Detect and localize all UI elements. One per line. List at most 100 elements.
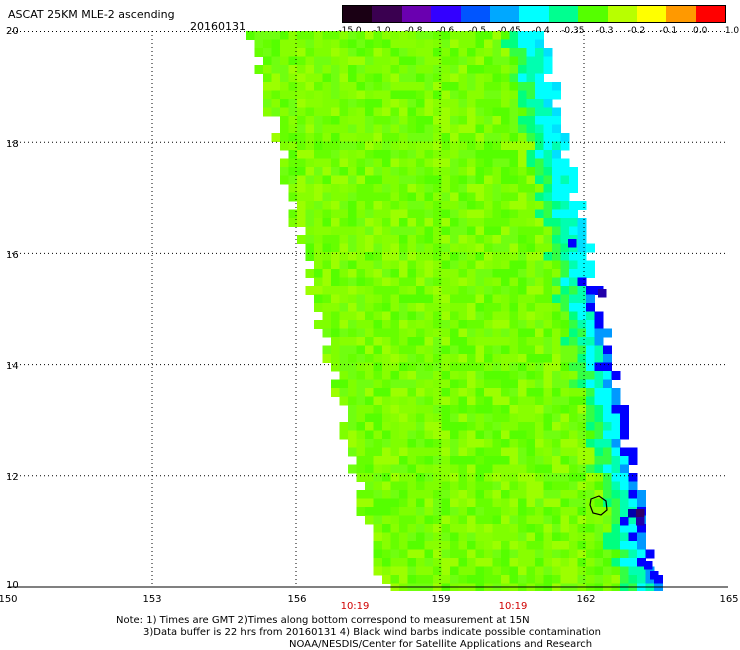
swath-cell xyxy=(467,337,476,346)
swath-cell xyxy=(509,388,519,397)
colorbar-segment xyxy=(372,6,402,22)
swath-cell xyxy=(475,260,485,270)
swath-cell xyxy=(526,235,536,244)
swath-cell xyxy=(543,175,553,185)
swath-cell xyxy=(518,303,527,312)
swath-cell xyxy=(484,490,493,499)
swath-cell xyxy=(348,371,357,380)
swath-cell xyxy=(586,575,595,584)
swath-cell xyxy=(348,116,357,125)
swath-cell xyxy=(535,549,544,559)
swath-cell xyxy=(382,73,391,83)
swath-cell xyxy=(271,73,281,83)
swath-cell xyxy=(390,507,400,516)
swath-cell xyxy=(518,141,527,151)
swath-cell xyxy=(339,39,349,49)
swath-cell xyxy=(424,507,434,516)
swath-cell xyxy=(433,371,442,380)
swath-cell xyxy=(399,158,408,168)
swath-cell xyxy=(416,31,425,40)
swath-cell xyxy=(424,549,434,559)
swath-cell xyxy=(433,498,442,508)
swath-cell xyxy=(611,549,621,559)
swath-cell xyxy=(535,558,544,567)
swath-cell xyxy=(526,201,536,210)
swath-cell xyxy=(339,371,349,380)
swath-cell xyxy=(509,498,519,508)
swath-cell xyxy=(390,388,400,397)
swath-cell xyxy=(586,405,595,414)
swath-cell xyxy=(611,507,621,516)
swath-cell xyxy=(526,345,536,355)
swath-cell xyxy=(526,464,536,474)
swath-cell xyxy=(331,192,340,202)
swath-cell xyxy=(331,107,340,117)
swath-cell xyxy=(526,82,536,91)
swath-cell xyxy=(484,464,493,474)
swath-cell xyxy=(509,345,519,355)
swath-cell xyxy=(569,396,578,406)
swath-cell xyxy=(458,515,468,525)
swath-cell xyxy=(577,405,587,414)
swath-cell xyxy=(390,405,400,414)
swath-cell xyxy=(628,558,638,567)
swath-cell xyxy=(331,209,340,219)
swath-cell xyxy=(416,99,425,108)
swath-cell xyxy=(373,481,383,491)
swath-cell xyxy=(339,31,349,40)
swath-cell xyxy=(399,99,408,108)
contamination-contour xyxy=(589,495,608,516)
swath-cell xyxy=(382,345,391,355)
swath-cell xyxy=(458,490,468,499)
swath-cell xyxy=(526,413,536,423)
swath-cell xyxy=(433,294,442,304)
swath-cell xyxy=(331,294,340,304)
swath-cell xyxy=(365,184,374,193)
swath-cell xyxy=(365,141,374,151)
swath-cell xyxy=(365,260,374,270)
swath-cell xyxy=(509,303,519,312)
swath-cell xyxy=(407,277,417,287)
swath-cell xyxy=(441,243,451,253)
swath-cell xyxy=(535,277,544,287)
swath-cell xyxy=(382,575,391,584)
swath-cell xyxy=(339,277,349,287)
swath-cell xyxy=(577,524,587,533)
swath-cell xyxy=(484,303,493,312)
swath-cell xyxy=(484,39,493,49)
swath-cell xyxy=(322,150,332,159)
swath-cell xyxy=(543,405,553,414)
swath-cell xyxy=(356,311,366,321)
swath-cell xyxy=(382,456,391,465)
swath-cell xyxy=(560,226,570,236)
swath-cell xyxy=(331,388,340,397)
swath-cell xyxy=(339,337,349,346)
swath-cell xyxy=(390,133,400,142)
swath-cell xyxy=(526,277,536,287)
swath-cell xyxy=(475,141,485,151)
swath-cell xyxy=(441,337,451,346)
swath-cell xyxy=(569,558,578,567)
swath-cell xyxy=(407,226,417,236)
swath-cell xyxy=(416,158,425,168)
swath-cell xyxy=(263,82,272,91)
swath-cell xyxy=(501,558,510,567)
swath-cell xyxy=(288,192,298,202)
swath-cell xyxy=(297,99,306,108)
swath-cell xyxy=(552,413,561,423)
swath-cell xyxy=(441,481,451,491)
swath-cell xyxy=(424,269,434,278)
swath-cell xyxy=(288,150,298,159)
swath-cell xyxy=(458,498,468,508)
swath-cell xyxy=(331,31,340,40)
swath-cell xyxy=(441,422,451,431)
swath-cell xyxy=(518,90,527,100)
swath-cell xyxy=(390,430,400,440)
swath-cell xyxy=(458,362,468,372)
swath-cell xyxy=(424,575,434,584)
swath-cell xyxy=(399,303,408,312)
swath-cell xyxy=(535,218,544,227)
swath-cell xyxy=(475,388,485,397)
swath-cell xyxy=(501,464,510,474)
swath-cell xyxy=(373,532,383,542)
